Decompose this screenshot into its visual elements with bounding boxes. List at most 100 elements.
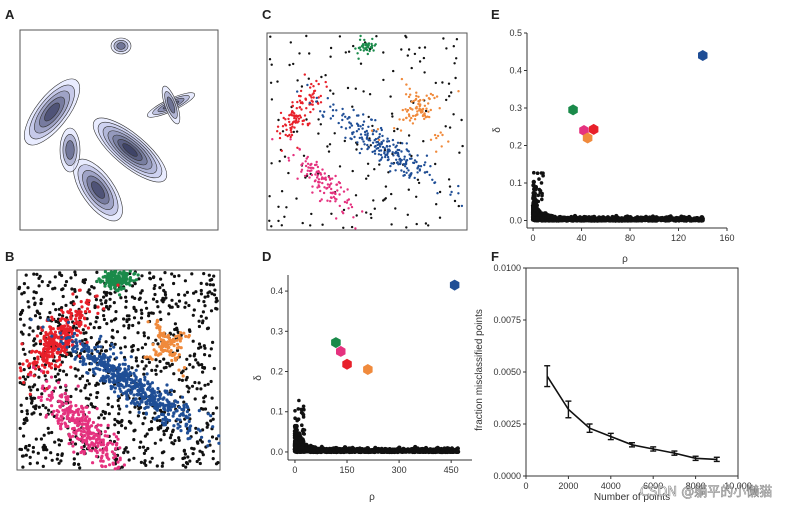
c-noise-point bbox=[330, 212, 333, 215]
b-noise-point bbox=[127, 326, 131, 330]
c-red-point bbox=[293, 126, 296, 129]
c-green-point bbox=[370, 46, 373, 50]
b-noise-point bbox=[40, 297, 44, 301]
b-magenta-point bbox=[71, 416, 75, 420]
cluster-center-red bbox=[342, 358, 352, 370]
b-blue-point bbox=[121, 391, 125, 396]
b-noise-point bbox=[209, 309, 214, 313]
b-magenta-point bbox=[76, 410, 80, 414]
b-blue-point bbox=[97, 354, 102, 358]
b-green-point bbox=[109, 274, 113, 278]
b-blue-point bbox=[145, 402, 149, 406]
c-noise-point bbox=[287, 171, 290, 175]
y-tick-label: 0.0 bbox=[270, 447, 283, 457]
c-orange-point bbox=[402, 118, 405, 121]
b-noise-point bbox=[138, 445, 142, 449]
b-noise-point bbox=[146, 446, 150, 451]
c-noise-point bbox=[355, 148, 358, 151]
b-noise-point bbox=[48, 311, 52, 315]
b-blue-point bbox=[136, 393, 140, 397]
decision-point bbox=[390, 447, 396, 452]
b-noise-point bbox=[154, 372, 158, 376]
c-blue-point bbox=[361, 123, 365, 127]
c-noise-point bbox=[368, 137, 371, 140]
c-noise-point bbox=[460, 118, 463, 122]
y-axis-label: δ bbox=[492, 127, 503, 133]
b-magenta-point bbox=[58, 399, 62, 403]
b-noise-point bbox=[195, 440, 199, 444]
c-blue-point bbox=[371, 141, 375, 144]
c-magenta-point bbox=[335, 217, 338, 220]
b-noise-point bbox=[37, 405, 41, 409]
b-magenta-point bbox=[55, 416, 59, 420]
c-blue-point bbox=[344, 115, 347, 119]
c-blue-point bbox=[335, 109, 338, 112]
c-noise-point bbox=[404, 34, 407, 38]
b-red-point bbox=[79, 322, 83, 326]
b-noise-point bbox=[205, 327, 210, 331]
c-red-point bbox=[304, 97, 307, 101]
b-noise-point bbox=[118, 420, 122, 424]
c-magenta-point bbox=[320, 177, 323, 181]
b-orange-point bbox=[166, 333, 170, 337]
b-orange-point bbox=[177, 368, 181, 372]
b-noise-point bbox=[123, 336, 127, 340]
b-noise-point bbox=[35, 272, 39, 276]
b-noise-point bbox=[84, 338, 88, 342]
b-orange-point bbox=[163, 340, 167, 344]
b-magenta-point bbox=[82, 413, 86, 418]
c-magenta-point bbox=[305, 173, 309, 176]
c-magenta-point bbox=[287, 159, 291, 162]
c-noise-point bbox=[371, 124, 374, 128]
c-red-point bbox=[301, 123, 304, 126]
b-blue-point bbox=[96, 345, 100, 349]
c-blue-point bbox=[385, 144, 389, 148]
b-noise-point bbox=[64, 388, 68, 392]
c-blue-point bbox=[378, 133, 381, 136]
c-orange-point bbox=[422, 113, 425, 117]
c-blue-point bbox=[412, 161, 415, 164]
b-blue-point bbox=[177, 405, 182, 409]
b-noise-point bbox=[25, 418, 29, 422]
b-orange-point bbox=[172, 344, 176, 348]
b-magenta-point bbox=[104, 447, 109, 451]
b-noise-point bbox=[154, 338, 158, 342]
b-magenta-point bbox=[85, 405, 89, 409]
c-blue-point bbox=[341, 118, 344, 122]
b-red-point bbox=[42, 334, 47, 338]
b-noise-point bbox=[140, 346, 144, 350]
b-magenta-point bbox=[114, 435, 118, 439]
c-blue-point bbox=[384, 153, 387, 157]
b-noise-point bbox=[176, 304, 180, 309]
c-red-point bbox=[296, 100, 299, 104]
b-green-point bbox=[118, 293, 122, 297]
b-noise-point bbox=[21, 454, 25, 458]
c-green-point bbox=[364, 47, 367, 50]
b-noise-point bbox=[149, 420, 154, 424]
c-magenta-point bbox=[298, 148, 301, 151]
b-blue-point bbox=[137, 379, 141, 383]
b-orange-point bbox=[158, 331, 162, 335]
b-blue-point bbox=[165, 383, 169, 387]
b-noise-point bbox=[175, 326, 179, 330]
c-magenta-point bbox=[315, 163, 318, 166]
b-magenta-point bbox=[85, 442, 89, 446]
b-orange-point bbox=[182, 366, 187, 370]
b-magenta-point bbox=[87, 417, 92, 421]
b-noise-point bbox=[164, 428, 168, 433]
panel-label-c: C bbox=[262, 7, 272, 22]
b-noise-point bbox=[53, 375, 58, 379]
c-orange-point bbox=[425, 94, 428, 97]
c-noise-point bbox=[319, 123, 322, 126]
b-magenta-point bbox=[86, 446, 91, 450]
b-noise-point bbox=[160, 464, 164, 468]
b-noise-point bbox=[56, 372, 60, 376]
c-orange-point bbox=[438, 107, 441, 110]
b-noise-point bbox=[25, 412, 29, 416]
b-red-point bbox=[49, 337, 53, 341]
b-blue-point bbox=[61, 341, 65, 346]
c-noise-point bbox=[458, 151, 461, 154]
b-blue-point bbox=[108, 347, 112, 351]
b-blue-point bbox=[134, 368, 138, 372]
c-magenta-point bbox=[311, 185, 314, 188]
